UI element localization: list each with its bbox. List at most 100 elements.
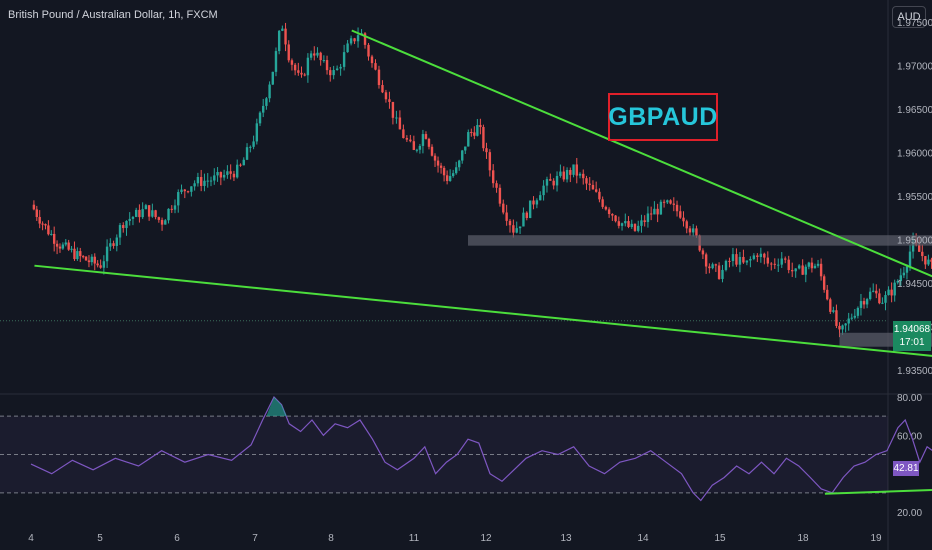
candle-body — [859, 301, 863, 308]
candle-body — [875, 290, 878, 294]
candle-body — [102, 261, 106, 268]
candle-body — [436, 160, 440, 166]
candle-body — [890, 289, 893, 296]
candle-body — [226, 171, 229, 175]
candle-body — [847, 318, 850, 324]
candle-body — [232, 173, 236, 178]
candle-body — [528, 200, 532, 218]
candle-body — [656, 208, 659, 215]
candle-body — [277, 30, 281, 52]
candle-body — [151, 210, 154, 217]
candle-body — [559, 171, 562, 176]
time-tick-label: 7 — [252, 533, 258, 544]
candle-body — [841, 325, 844, 330]
price-tick-label: 1.97000 — [897, 61, 932, 72]
candle-body — [335, 68, 339, 71]
candle-body — [653, 208, 656, 215]
time-tick-label: 13 — [560, 533, 572, 544]
candle-body — [325, 60, 329, 71]
candle-body — [930, 259, 932, 262]
candle-body — [467, 132, 470, 147]
candle-body — [711, 264, 714, 269]
candle-body — [405, 138, 409, 140]
candle-body — [549, 179, 552, 181]
candle-body — [679, 211, 682, 218]
candle-body — [430, 146, 434, 156]
candle-countdown: 17:01 — [899, 337, 925, 348]
candle-body — [297, 70, 300, 73]
candle-body — [32, 204, 36, 210]
candle-body — [67, 242, 70, 250]
candle-body — [141, 209, 144, 218]
candle-body — [147, 205, 151, 217]
candle-body — [339, 66, 342, 69]
time-tick-label: 8 — [328, 533, 334, 544]
time-tick-label: 6 — [174, 533, 180, 544]
candle-body — [50, 233, 53, 235]
candle-body — [555, 175, 559, 186]
candle-body — [300, 72, 303, 75]
symbol-title: British Pound / Australian Dollar, 1h, F… — [8, 9, 218, 21]
candle-body — [492, 170, 495, 184]
candle-body — [76, 251, 79, 260]
rsi-tick-label: 60.00 — [897, 431, 922, 442]
candle-body — [542, 185, 545, 196]
price-tick-label: 1.95500 — [897, 192, 932, 203]
candle-body — [721, 269, 724, 279]
candle-body — [872, 290, 875, 292]
rsi-tick-label: 80.00 — [897, 393, 922, 404]
candle-body — [213, 175, 216, 181]
candle-body — [93, 256, 96, 264]
candle-body — [498, 187, 502, 204]
candle-body — [173, 205, 177, 210]
candle-body — [902, 272, 906, 276]
candle-body — [539, 195, 542, 201]
candle-body — [575, 164, 578, 176]
candle-body — [862, 301, 866, 305]
time-tick-label: 15 — [714, 533, 726, 544]
candle-body — [209, 180, 213, 182]
candle-body — [714, 264, 718, 266]
candle-body — [160, 219, 164, 225]
candle-body — [829, 299, 832, 312]
upper-trendline — [351, 29, 932, 278]
drawings-layer — [34, 29, 932, 357]
candle-body — [594, 189, 598, 192]
candle-body — [598, 191, 601, 200]
candle-body — [41, 223, 44, 225]
candle-body — [55, 243, 59, 247]
candle-body — [804, 266, 807, 275]
candle-body — [784, 258, 787, 260]
candle-body — [770, 263, 773, 265]
lower-trendline — [34, 264, 932, 357]
candle-body — [470, 132, 473, 134]
candle-body — [633, 223, 637, 231]
candle-body — [508, 220, 512, 226]
candle-body — [643, 220, 646, 222]
candle-body — [370, 56, 374, 64]
candle-body — [216, 172, 219, 176]
candle-body — [752, 255, 756, 259]
candle-body — [356, 35, 360, 42]
candle-body — [565, 169, 569, 180]
current-price-value: 1.94068 — [893, 324, 931, 335]
candle-body — [118, 225, 122, 238]
time-tick-label: 12 — [480, 533, 492, 544]
candle-body — [265, 98, 268, 106]
candle-body — [682, 217, 685, 222]
candle-body — [637, 225, 640, 231]
candle-body — [342, 52, 346, 67]
candle-body — [157, 217, 161, 220]
candle-body — [780, 258, 783, 265]
price-tick-label: 1.95000 — [897, 236, 932, 247]
candle-body — [258, 112, 262, 124]
candle-body — [242, 159, 245, 166]
candle-body — [692, 228, 695, 233]
rsi-value-label: 42.81 — [893, 461, 919, 476]
candle-body — [313, 53, 316, 56]
currency-button[interactable]: AUD — [892, 6, 926, 28]
candle-body — [868, 291, 872, 300]
candle-body — [415, 149, 419, 151]
candle-body — [252, 141, 255, 147]
